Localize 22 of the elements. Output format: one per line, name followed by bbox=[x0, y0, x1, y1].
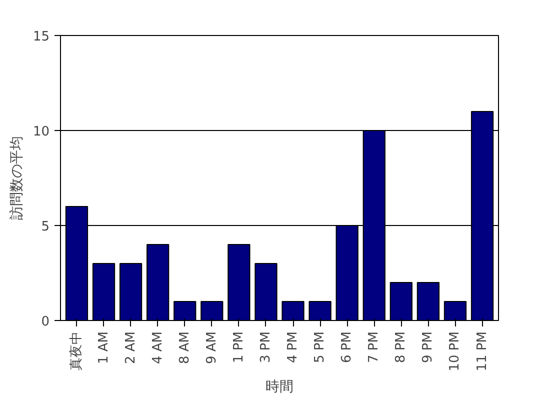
x-tick-label: 10 PM bbox=[448, 331, 463, 372]
x-tick-label: 2 AM bbox=[123, 331, 138, 364]
y-tick-label: 5 bbox=[41, 220, 50, 234]
y-tick-label: 15 bbox=[32, 30, 50, 44]
x-tick-label: 9 AM bbox=[204, 331, 220, 364]
x-tick-label: 6 PM bbox=[340, 331, 355, 363]
x-tick-label: 7 PM bbox=[366, 331, 382, 363]
x-tick-label: 1 PM bbox=[231, 331, 246, 363]
x-tick-label: 11 PM bbox=[474, 331, 490, 372]
x-tick-label: 4 AM bbox=[150, 331, 166, 364]
x-tick-label: 8 AM bbox=[177, 331, 192, 364]
x-tick-label: 3 PM bbox=[258, 331, 274, 363]
y-tick-label: 0 bbox=[41, 314, 50, 330]
x-tick-label: 1 AM bbox=[96, 331, 112, 364]
y-axis-title: 訪問数の平均 bbox=[8, 136, 25, 220]
x-tick-label: 4 PM bbox=[286, 331, 301, 363]
x-tick-label: 9 PM bbox=[420, 331, 436, 363]
y-tick-label: 10 bbox=[32, 124, 50, 140]
x-tick-label: 真夜中 bbox=[68, 332, 84, 370]
x-tick-label: 8 PM bbox=[394, 331, 409, 363]
x-tick-label: 5 PM bbox=[312, 331, 328, 363]
x-axis-title: 時間 bbox=[266, 379, 294, 396]
